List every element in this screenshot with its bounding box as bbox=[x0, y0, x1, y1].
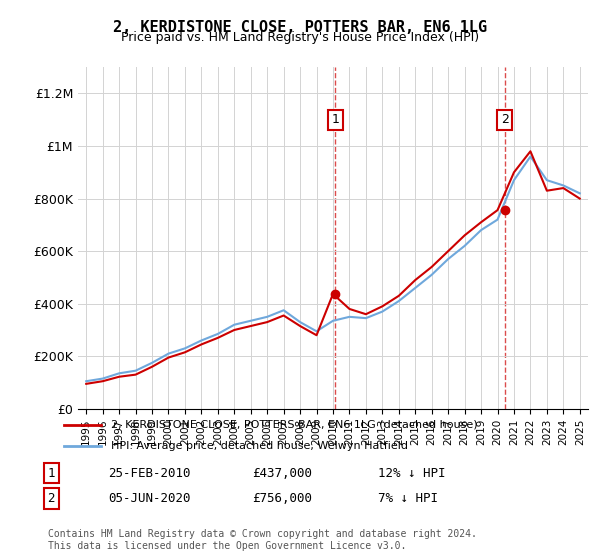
Text: 1: 1 bbox=[47, 466, 55, 480]
Text: 25-FEB-2010: 25-FEB-2010 bbox=[108, 466, 191, 480]
Text: 12% ↓ HPI: 12% ↓ HPI bbox=[378, 466, 445, 480]
Text: 2, KERDISTONE CLOSE, POTTERS BAR, EN6 1LG (detached house): 2, KERDISTONE CLOSE, POTTERS BAR, EN6 1L… bbox=[112, 420, 478, 430]
Text: 05-JUN-2020: 05-JUN-2020 bbox=[108, 492, 191, 505]
Text: 7% ↓ HPI: 7% ↓ HPI bbox=[378, 492, 438, 505]
Text: 2, KERDISTONE CLOSE, POTTERS BAR, EN6 1LG: 2, KERDISTONE CLOSE, POTTERS BAR, EN6 1L… bbox=[113, 20, 487, 35]
Text: 2: 2 bbox=[47, 492, 55, 505]
Text: £756,000: £756,000 bbox=[252, 492, 312, 505]
Text: Contains HM Land Registry data © Crown copyright and database right 2024.
This d: Contains HM Land Registry data © Crown c… bbox=[48, 529, 477, 551]
Text: 2: 2 bbox=[500, 113, 509, 126]
Text: 1: 1 bbox=[332, 113, 340, 126]
Text: HPI: Average price, detached house, Welwyn Hatfield: HPI: Average price, detached house, Welw… bbox=[112, 441, 409, 451]
Text: Price paid vs. HM Land Registry's House Price Index (HPI): Price paid vs. HM Land Registry's House … bbox=[121, 31, 479, 44]
Text: £437,000: £437,000 bbox=[252, 466, 312, 480]
